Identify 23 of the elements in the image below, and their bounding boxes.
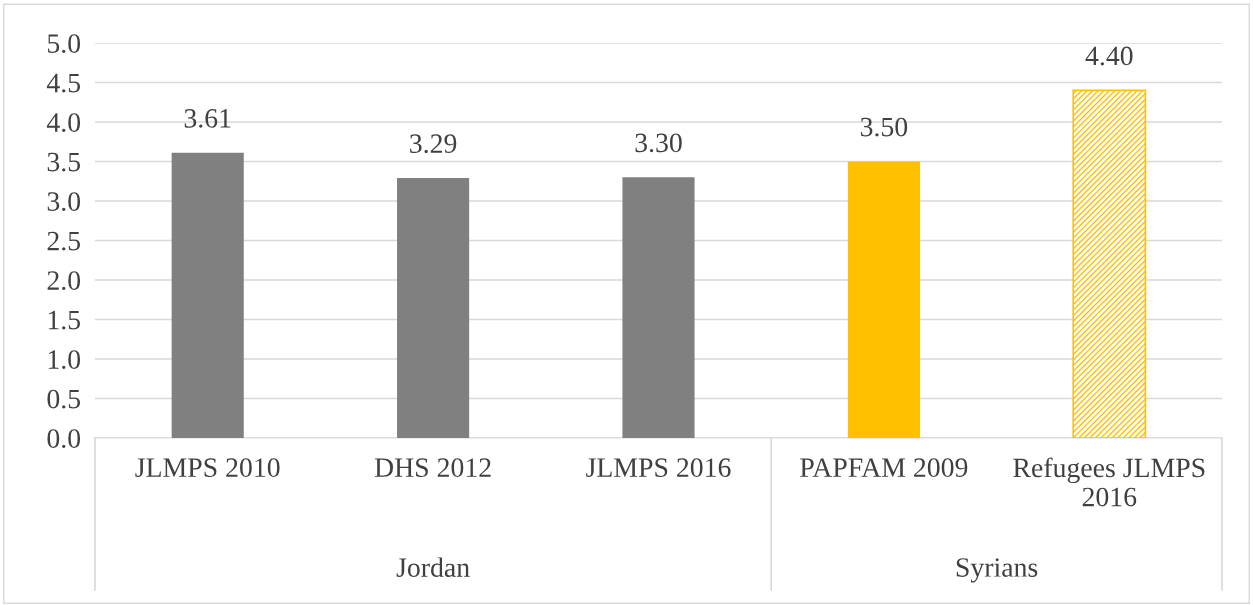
- x-tick-label: JLMPS 2016: [586, 458, 731, 477]
- y-tick-label: 0.5: [47, 389, 81, 409]
- text: Syrians: [956, 558, 1038, 583]
- data-label: 3.61: [184, 109, 231, 128]
- x-tick-label: DHS 2012: [374, 458, 491, 477]
- y-tick-label: 2.5: [47, 231, 81, 251]
- y-tick-label: 3.0: [47, 192, 81, 212]
- x-tick-label: PAPFAM 2009: [800, 458, 968, 477]
- data-label: 3.30: [635, 133, 682, 153]
- x-tick-label: JLMPS 2010: [135, 458, 280, 477]
- data-label: 3.29: [410, 134, 457, 154]
- y-tick-label: 4.5: [46, 73, 81, 93]
- y-tick-label: 2.0: [47, 271, 81, 291]
- y-tick-label: 1.0: [48, 350, 81, 370]
- y-tick-label: 4.0: [46, 113, 81, 133]
- x-tick-label: Refugees JLMPS 2016: [1013, 457, 1205, 507]
- y-tick-label: 0.0: [47, 429, 81, 449]
- text: Jordan: [396, 557, 470, 577]
- y-tick-label: 5.0: [48, 34, 81, 54]
- data-label: 3.50: [860, 117, 908, 137]
- y-tick-label: 3.5: [47, 152, 81, 172]
- y-tick-label: 1.5: [48, 310, 81, 330]
- data-label: 4.40: [1085, 46, 1133, 66]
